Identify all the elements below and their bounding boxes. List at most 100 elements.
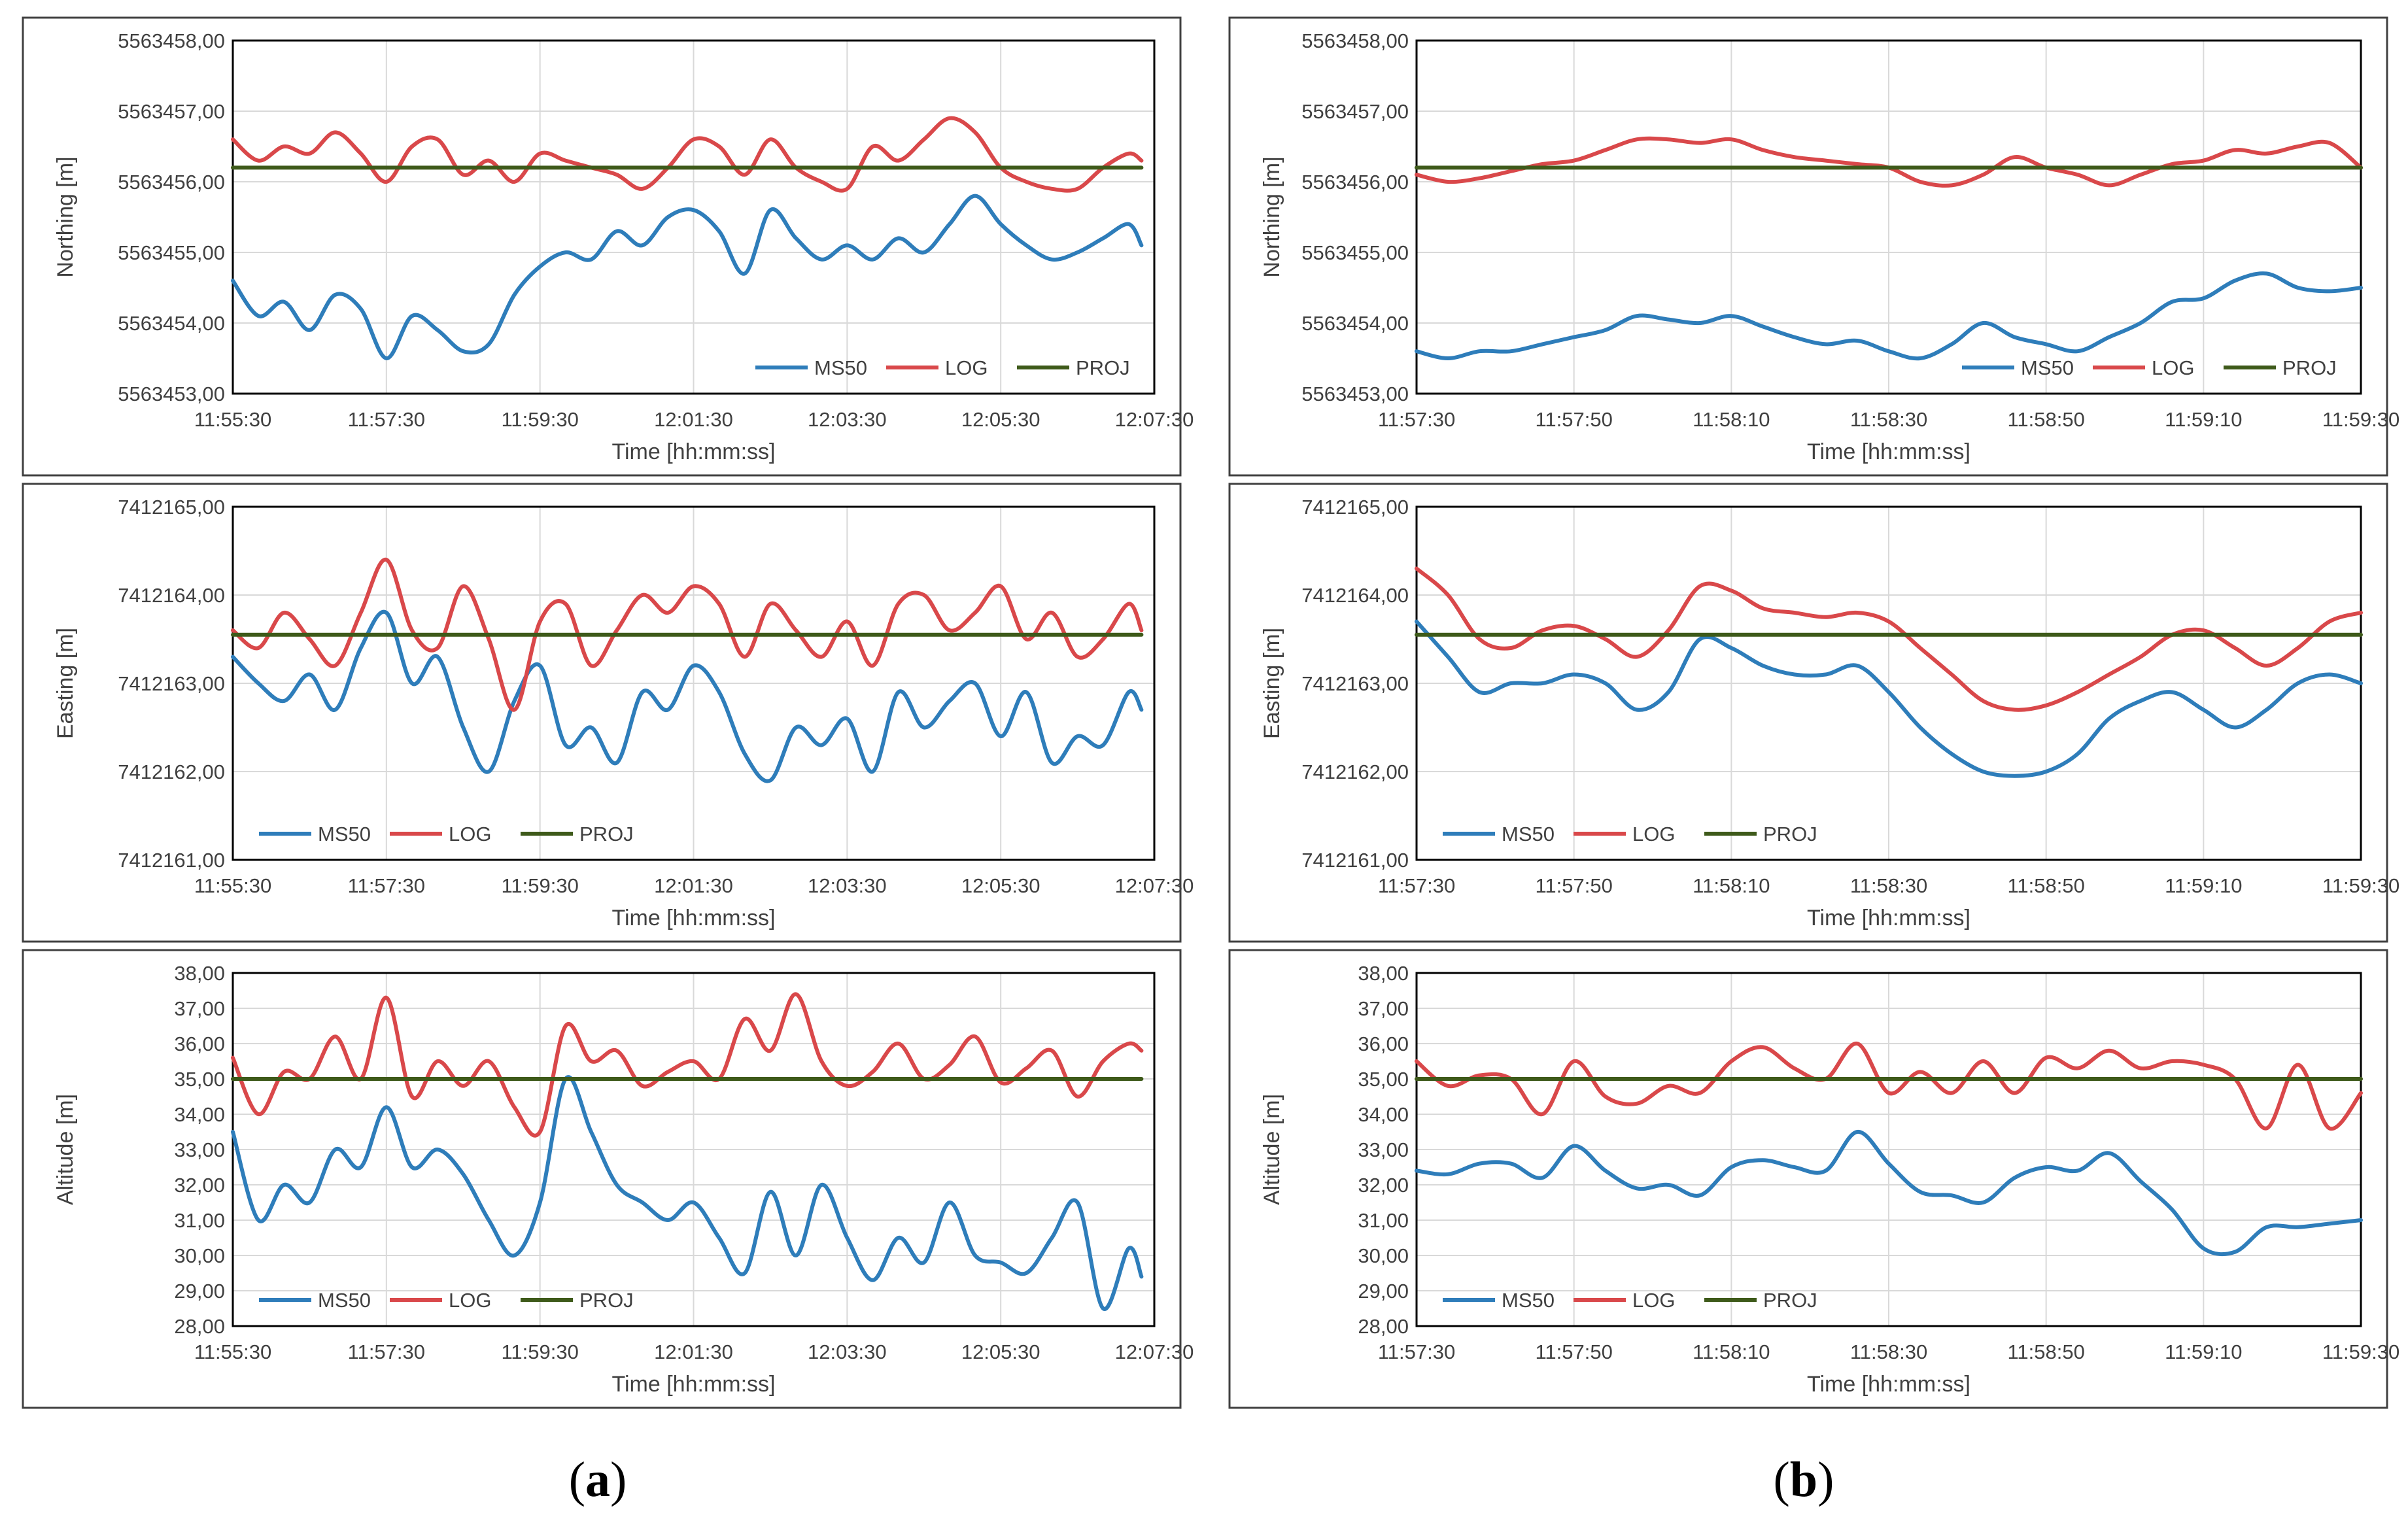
series-line-ms50 [1415, 1130, 2363, 1257]
legend-label-ms50: MS50 [318, 1289, 371, 1312]
x-tick-label: 12:05:30 [961, 874, 1041, 897]
y-tick-label: 31,00 [1358, 1209, 1409, 1232]
chart-a-0: 5563453,00 5563454,00 5563455,00 5563456,00… [22, 16, 1194, 477]
plot-area-border [232, 972, 1156, 1327]
chart-b-0: 5563453,00 5563454,00 5563455,00 5563456,00… [1228, 16, 2399, 477]
legend-label-log: LOG [1632, 823, 1675, 845]
x-tick-label: 12:01:30 [654, 874, 733, 897]
y-tick-label: 5563453,00 [118, 383, 225, 405]
x-tick-label: 11:58:10 [1693, 408, 1770, 431]
y-tick-label: 5563457,00 [1301, 100, 1409, 123]
series-line-ms50 [231, 194, 1144, 360]
x-tick-label: 11:59:30 [2322, 1340, 2399, 1363]
y-tick-label: 7412162,00 [118, 760, 225, 783]
chart-frame [1228, 483, 2388, 943]
y-tick-label: 33,00 [174, 1138, 225, 1161]
y-tick-label: 36,00 [1358, 1032, 1409, 1055]
series-line-log [1415, 1042, 2363, 1131]
legend-label-ms50: MS50 [1502, 1289, 1555, 1312]
y-tick-label: 34,00 [174, 1103, 225, 1126]
series-line-ms50 [1415, 619, 2363, 778]
x-tick-label: 11:58:50 [2007, 874, 2084, 897]
y-tick-label: 5563456,00 [118, 171, 225, 194]
legend-label-log: LOG [449, 1289, 491, 1312]
x-tick-label: 12:07:30 [1115, 408, 1194, 431]
chart-b-2: 28,00 29,00 30,00 31,00 32,00 33,00 34,00 35,00… [1228, 949, 2399, 1409]
x-tick-label: 12:03:30 [808, 1340, 887, 1363]
legend-label-ms50: MS50 [814, 356, 867, 379]
y-tick-label: 7412164,00 [1301, 584, 1409, 607]
y-tick-label: 30,00 [174, 1244, 225, 1267]
legend-label-proj: PROJ [1763, 823, 1817, 845]
y-tick-label: 5563454,00 [1301, 312, 1409, 335]
x-tick-label: 11:59:30 [2322, 874, 2399, 897]
y-tick-label: 38,00 [174, 962, 225, 985]
y-tick-label: 5563457,00 [118, 100, 225, 123]
x-tick-label: 11:59:30 [2322, 408, 2399, 431]
x-axis-title: Time [hh:mm:ss] [1807, 1372, 1970, 1397]
y-axis-title: Easting [m] [53, 628, 78, 739]
x-tick-label: 12:01:30 [654, 408, 733, 431]
legend-label-ms50: MS50 [1502, 823, 1555, 845]
x-axis-title: Time [hh:mm:ss] [612, 1372, 776, 1397]
x-tick-label: 11:57:30 [1378, 874, 1455, 897]
x-axis-title: Time [hh:mm:ss] [1807, 439, 1970, 464]
x-tick-label: 12:03:30 [808, 408, 887, 431]
y-tick-label: 7412162,00 [1301, 760, 1409, 783]
x-tick-label: 11:57:50 [1535, 874, 1612, 897]
y-tick-label: 7412165,00 [1301, 496, 1409, 519]
legend-label-proj: PROJ [1076, 356, 1130, 379]
x-tick-label: 11:58:10 [1693, 1340, 1770, 1363]
x-tick-label: 12:07:30 [1115, 874, 1194, 897]
legend-label-proj: PROJ [579, 823, 634, 845]
y-axis-title: Altitude [m] [1260, 1094, 1284, 1205]
x-axis-title: Time [hh:mm:ss] [612, 906, 776, 930]
y-tick-label: 5563456,00 [1301, 171, 1409, 194]
y-tick-label: 5563455,00 [1301, 241, 1409, 264]
x-tick-label: 11:57:30 [348, 1340, 425, 1363]
legend-label-ms50: MS50 [2021, 356, 2074, 379]
x-tick-label: 11:59:10 [2165, 874, 2242, 897]
y-tick-label: 7412161,00 [1301, 849, 1409, 872]
plot-area-border [1415, 39, 2362, 395]
y-axis-title: Northing [m] [1260, 156, 1284, 277]
y-tick-label: 29,00 [1358, 1280, 1409, 1303]
panel-label-a: (a) [568, 1452, 627, 1507]
x-tick-label: 12:07:30 [1115, 1340, 1194, 1363]
series-line-log [1415, 566, 2363, 712]
y-tick-label: 5563458,00 [1301, 29, 1409, 52]
y-tick-label: 28,00 [174, 1315, 225, 1338]
legend-label-proj: PROJ [579, 1289, 634, 1312]
chart-b-1: 7412161,00 7412162,00 7412163,00 7412164,00… [1228, 483, 2399, 943]
x-tick-label: 11:57:30 [1378, 408, 1455, 431]
y-tick-label: 5563458,00 [118, 29, 225, 52]
panel-label-b: (b) [1773, 1452, 1834, 1507]
x-tick-label: 11:58:50 [2007, 1340, 2084, 1363]
y-tick-label: 32,00 [174, 1174, 225, 1197]
y-tick-label: 7412161,00 [118, 849, 225, 872]
y-tick-label: 31,00 [174, 1209, 225, 1232]
chart-a-1: 7412161,00 7412162,00 7412163,00 7412164,00… [22, 483, 1194, 943]
x-tick-label: 11:58:50 [2007, 408, 2084, 431]
chart-frame [1228, 16, 2388, 477]
chart-frame [22, 949, 1182, 1409]
chart-a-2: 28,00 29,00 30,00 31,00 32,00 33,00 34,00 35,00… [22, 949, 1194, 1409]
y-tick-label: 7412163,00 [1301, 672, 1409, 695]
x-tick-label: 11:57:30 [348, 874, 425, 897]
y-tick-label: 37,00 [174, 997, 225, 1020]
y-tick-label: 29,00 [174, 1280, 225, 1303]
x-tick-label: 11:58:30 [1850, 874, 1927, 897]
x-tick-label: 11:57:50 [1535, 408, 1612, 431]
plot-area-border [232, 505, 1156, 861]
series-line-ms50 [1415, 271, 2363, 361]
x-tick-label: 11:59:30 [501, 1340, 578, 1363]
y-tick-label: 37,00 [1358, 997, 1409, 1020]
y-axis-title: Northing [m] [53, 156, 78, 277]
y-tick-label: 36,00 [174, 1032, 225, 1055]
x-axis-title: Time [hh:mm:ss] [612, 439, 776, 464]
y-tick-label: 34,00 [1358, 1103, 1409, 1126]
chart-frame [1228, 949, 2388, 1409]
plot-area-border [1415, 972, 2362, 1327]
